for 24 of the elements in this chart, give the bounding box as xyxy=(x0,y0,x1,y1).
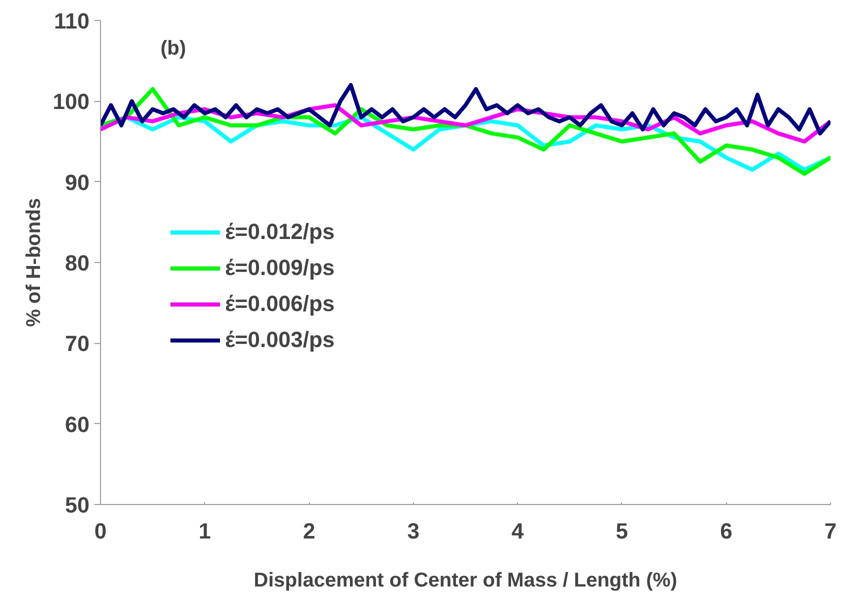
x-tick-label: 6 xyxy=(720,518,732,544)
y-tick-label: 80 xyxy=(65,250,90,276)
y-tick-label: 70 xyxy=(65,331,90,356)
x-tick-label: 1 xyxy=(198,518,211,544)
x-tick-label: 5 xyxy=(616,518,628,544)
legend-label: έ=0.009/ps xyxy=(225,254,335,282)
y-tick-label: 60 xyxy=(65,412,90,437)
legend-label: έ=0.012/ps xyxy=(225,218,335,246)
y-tick-label: 50 xyxy=(65,492,90,518)
y-tick-label: 100 xyxy=(52,89,90,114)
legend-label: έ=0.006/ps xyxy=(225,290,335,318)
x-axis-title: Displacement of Center of Mass / Length (%) xyxy=(254,570,678,592)
x-tick-label: 7 xyxy=(824,518,837,544)
y-tick-label: 110 xyxy=(54,8,90,34)
x-tick-label: 4 xyxy=(512,518,525,544)
y-axis-title: % of H-bonds xyxy=(22,198,45,327)
x-tick-label: 0 xyxy=(94,518,107,544)
annotation: (b) xyxy=(160,38,186,60)
x-tick-label: 2 xyxy=(302,518,316,544)
legend-label: έ=0.003/ps xyxy=(225,326,335,354)
line-series xyxy=(100,87,830,176)
y-tick-label: 90 xyxy=(65,170,90,195)
x-tick-label: 3 xyxy=(407,518,420,544)
line-series xyxy=(100,83,830,136)
